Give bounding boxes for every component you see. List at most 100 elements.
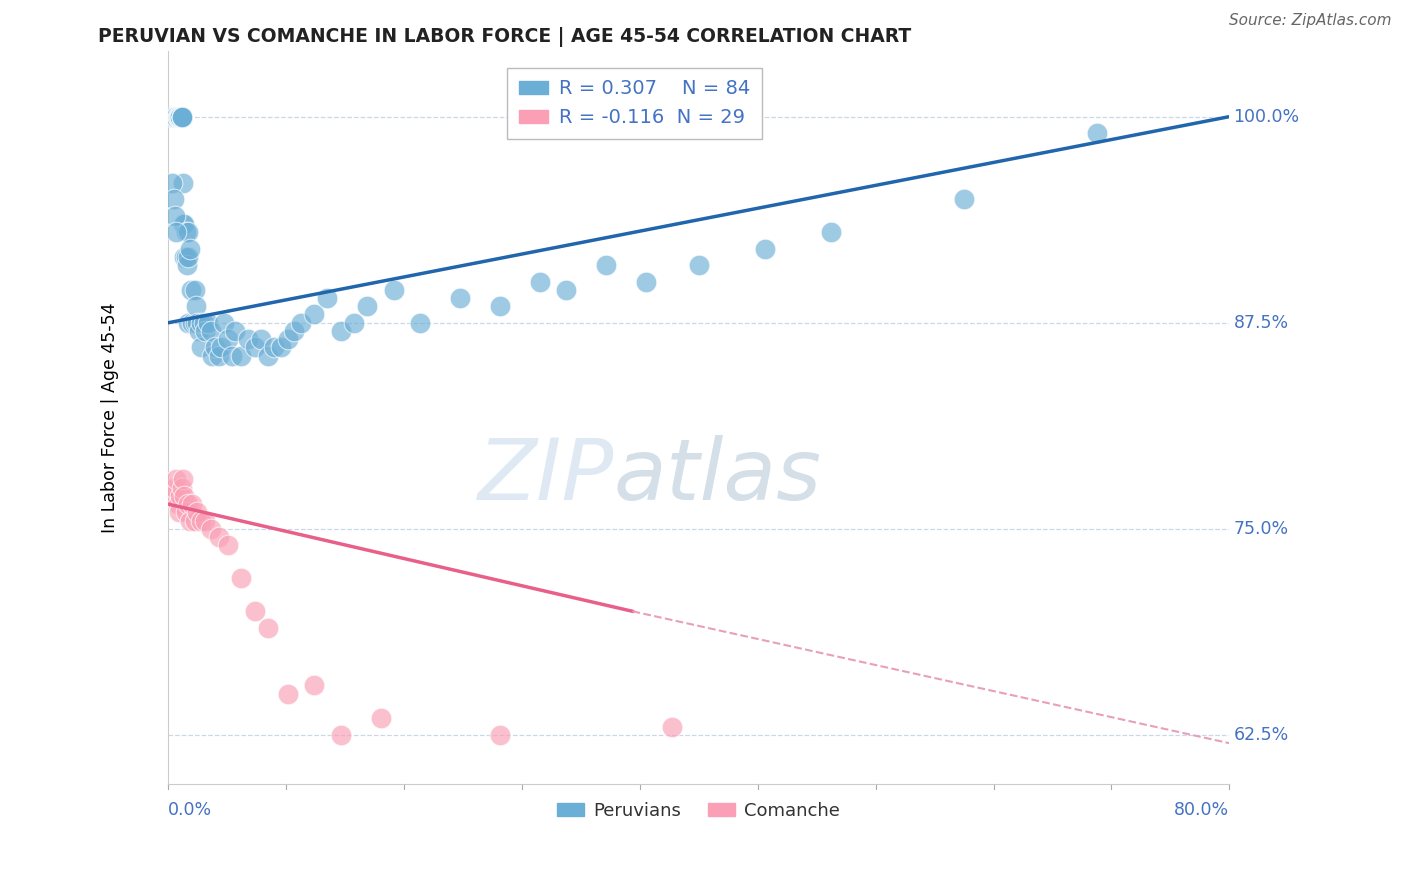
Point bbox=[162, 481, 184, 495]
Point bbox=[170, 110, 193, 124]
Point bbox=[194, 514, 217, 528]
Point bbox=[595, 258, 617, 272]
Point bbox=[177, 497, 200, 511]
Point bbox=[179, 242, 201, 256]
Point bbox=[290, 316, 312, 330]
Point bbox=[217, 332, 239, 346]
Point bbox=[186, 299, 208, 313]
Point bbox=[177, 316, 200, 330]
Point bbox=[163, 209, 186, 223]
Point bbox=[162, 110, 184, 124]
Point bbox=[688, 258, 710, 272]
Point bbox=[177, 225, 200, 239]
Point bbox=[382, 283, 405, 297]
Point bbox=[190, 341, 212, 355]
Text: 87.5%: 87.5% bbox=[1233, 314, 1288, 332]
Point bbox=[186, 316, 208, 330]
Point bbox=[197, 316, 219, 330]
Point bbox=[243, 604, 266, 618]
Point bbox=[170, 110, 193, 124]
Point bbox=[283, 324, 305, 338]
Point bbox=[270, 341, 292, 355]
Point bbox=[754, 242, 776, 256]
Point bbox=[166, 110, 188, 124]
Point bbox=[256, 621, 278, 635]
Point bbox=[170, 110, 193, 124]
Point bbox=[167, 110, 190, 124]
Point bbox=[555, 283, 578, 297]
Text: ZIP: ZIP bbox=[478, 434, 614, 517]
Text: In Labor Force | Age 45-54: In Labor Force | Age 45-54 bbox=[101, 302, 120, 533]
Point bbox=[194, 324, 217, 338]
Point bbox=[302, 678, 325, 692]
Point bbox=[165, 110, 187, 124]
Text: 0.0%: 0.0% bbox=[169, 801, 212, 819]
Point bbox=[167, 110, 190, 124]
Point bbox=[193, 316, 215, 330]
Text: 80.0%: 80.0% bbox=[1174, 801, 1229, 819]
Point bbox=[174, 250, 197, 264]
Point bbox=[489, 728, 512, 742]
Point bbox=[169, 110, 191, 124]
Point bbox=[529, 275, 551, 289]
Point bbox=[170, 481, 193, 495]
Point bbox=[170, 110, 193, 124]
Point bbox=[165, 472, 187, 486]
Point bbox=[162, 489, 184, 503]
Point bbox=[177, 250, 200, 264]
Point bbox=[166, 497, 188, 511]
Point bbox=[166, 110, 188, 124]
Point bbox=[208, 530, 231, 544]
Point bbox=[184, 514, 207, 528]
Point bbox=[190, 316, 212, 330]
Point bbox=[169, 489, 191, 503]
Point bbox=[212, 316, 235, 330]
Text: 100.0%: 100.0% bbox=[1233, 108, 1299, 126]
Point bbox=[176, 258, 198, 272]
Point bbox=[204, 341, 226, 355]
Point bbox=[953, 192, 976, 206]
Point bbox=[236, 332, 259, 346]
Point bbox=[256, 349, 278, 363]
Point bbox=[181, 497, 204, 511]
Point bbox=[243, 341, 266, 355]
Point bbox=[184, 316, 207, 330]
Point bbox=[329, 324, 352, 338]
Point bbox=[162, 110, 184, 124]
Point bbox=[250, 332, 273, 346]
Point bbox=[200, 522, 222, 536]
Point bbox=[224, 324, 246, 338]
Point bbox=[174, 225, 197, 239]
Point bbox=[370, 711, 392, 725]
Point bbox=[1085, 126, 1108, 140]
Text: 75.0%: 75.0% bbox=[1233, 520, 1288, 538]
Point bbox=[231, 571, 253, 585]
Point bbox=[449, 291, 471, 305]
Point bbox=[209, 341, 232, 355]
Point bbox=[162, 176, 184, 190]
Point bbox=[489, 299, 512, 313]
Point bbox=[200, 324, 222, 338]
Point bbox=[172, 176, 194, 190]
Point bbox=[179, 514, 201, 528]
Point bbox=[167, 505, 190, 519]
Point bbox=[343, 316, 366, 330]
Point bbox=[201, 349, 224, 363]
Point bbox=[172, 217, 194, 231]
Text: atlas: atlas bbox=[614, 434, 823, 517]
Point bbox=[329, 728, 352, 742]
Point bbox=[167, 110, 190, 124]
Point bbox=[162, 192, 184, 206]
Point bbox=[169, 110, 191, 124]
Point bbox=[170, 110, 193, 124]
Text: Source: ZipAtlas.com: Source: ZipAtlas.com bbox=[1229, 13, 1392, 29]
Point bbox=[173, 217, 195, 231]
Point bbox=[173, 250, 195, 264]
Point bbox=[170, 110, 193, 124]
Point bbox=[169, 110, 191, 124]
Point bbox=[356, 299, 378, 313]
Point bbox=[409, 316, 432, 330]
Point bbox=[181, 316, 204, 330]
Point bbox=[184, 283, 207, 297]
Point bbox=[263, 341, 285, 355]
